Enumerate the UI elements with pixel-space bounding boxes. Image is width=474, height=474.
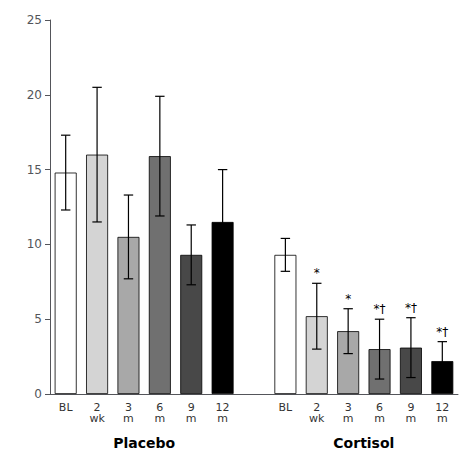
svg-text:2: 2	[93, 401, 101, 414]
svg-text:m: m	[217, 412, 228, 425]
svg-text:m: m	[186, 412, 197, 425]
svg-text:Placebo: Placebo	[113, 435, 175, 451]
svg-text:m: m	[123, 412, 134, 425]
svg-text:2: 2	[313, 401, 321, 414]
svg-text:12: 12	[435, 401, 450, 414]
svg-text:20: 20	[27, 88, 42, 102]
svg-text:9: 9	[407, 401, 415, 414]
svg-text:m: m	[343, 412, 354, 425]
svg-text:6: 6	[376, 401, 383, 414]
svg-text:m: m	[374, 412, 385, 425]
svg-text:10: 10	[27, 237, 42, 251]
svg-text:Cortisol: Cortisol	[333, 435, 394, 451]
svg-text:wk: wk	[309, 412, 325, 425]
svg-text:6: 6	[156, 401, 164, 414]
svg-text:*: *	[314, 266, 320, 280]
svg-text:5: 5	[34, 312, 42, 326]
svg-text:3: 3	[125, 401, 132, 414]
svg-text:*†: *†	[405, 301, 417, 315]
svg-text:BL: BL	[279, 401, 294, 414]
svg-text:25: 25	[27, 13, 42, 27]
svg-text:3: 3	[344, 401, 352, 414]
svg-text:15: 15	[27, 163, 42, 177]
svg-text:m: m	[406, 412, 417, 425]
svg-text:*: *	[345, 292, 351, 306]
svg-text:BL: BL	[59, 401, 74, 414]
svg-text:0: 0	[34, 387, 42, 401]
svg-text:m: m	[154, 412, 165, 425]
svg-text:*†: *†	[436, 325, 448, 339]
svg-text:12: 12	[215, 401, 230, 414]
svg-text:*†: *†	[374, 302, 386, 316]
svg-text:9: 9	[187, 401, 195, 414]
svg-text:wk: wk	[89, 412, 105, 425]
svg-text:m: m	[437, 412, 448, 425]
